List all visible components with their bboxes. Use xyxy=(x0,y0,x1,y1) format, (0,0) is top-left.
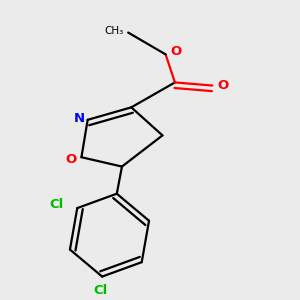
Text: N: N xyxy=(74,112,85,125)
Text: Cl: Cl xyxy=(50,198,64,211)
Text: O: O xyxy=(66,153,77,166)
Text: O: O xyxy=(170,45,181,58)
Text: CH₃: CH₃ xyxy=(104,26,124,36)
Text: Cl: Cl xyxy=(94,284,108,297)
Text: O: O xyxy=(217,79,228,92)
